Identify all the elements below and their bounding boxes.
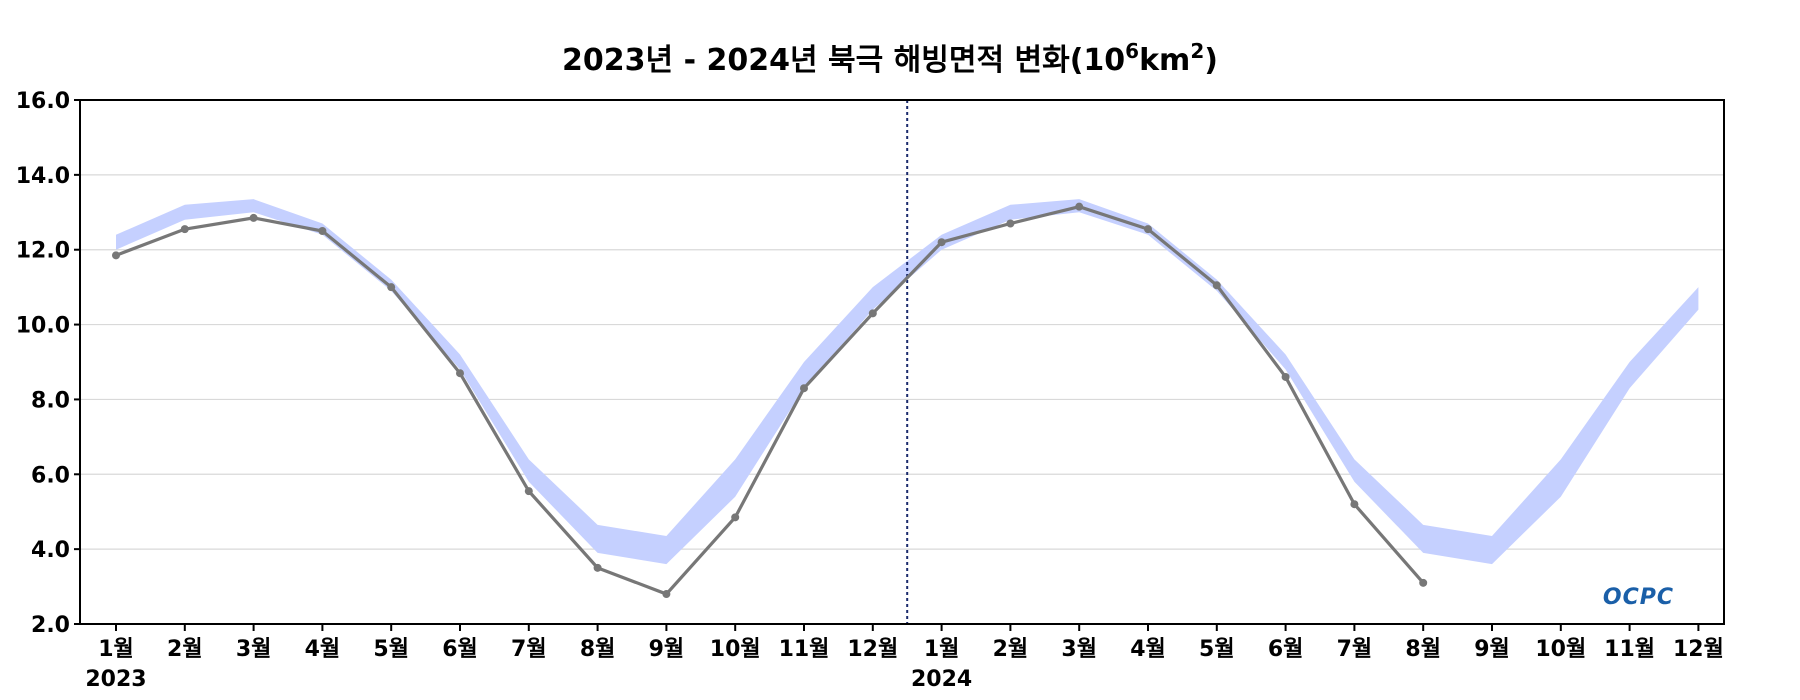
y-tick-label: 2.0 [31, 613, 70, 638]
data-point [593, 563, 602, 572]
x-tick-label: 8월 [1405, 637, 1441, 662]
chart-title: 2023년 - 2024년 북극 해빙면적 변화(106km2) [562, 39, 1218, 78]
y-tick-label: 8.0 [31, 388, 70, 413]
x-tick-label: 9월 [649, 637, 685, 662]
data-point [1350, 500, 1359, 509]
x-tick-label: 9월 [1474, 637, 1510, 662]
data-point [387, 283, 396, 292]
data-point [1006, 219, 1015, 228]
x-tick-label: 10월 [710, 637, 761, 662]
x-tick-label: 4월 [1130, 637, 1166, 662]
y-tick-label: 12.0 [16, 239, 70, 264]
title-mid: km [1139, 43, 1190, 78]
x-tick-label: 3월 [1061, 637, 1097, 662]
year-label: 2023 [85, 667, 146, 692]
data-point [180, 225, 189, 234]
title-end: ) [1204, 43, 1218, 78]
data-point [1075, 202, 1084, 211]
data-point [1212, 281, 1221, 290]
data-point [868, 309, 877, 318]
title-sup-2: 2 [1190, 39, 1204, 63]
data-point [249, 213, 258, 222]
extent-line-layer [112, 202, 1428, 599]
data-point [1144, 225, 1152, 234]
x-tick-label: 8월 [580, 637, 616, 662]
x-tick-label: 1월 [98, 637, 134, 662]
data-point [662, 590, 671, 599]
x-tick-label: 12월 [1673, 637, 1724, 662]
y-axis-ticks: 2.0 4.0 6.0 8.0 10.0 12.0 14.0 16.0 [16, 89, 80, 638]
y-tick-label: 16.0 [16, 89, 70, 114]
x-tick-label: 1월 [924, 637, 960, 662]
x-tick-label: 6월 [1268, 637, 1304, 662]
normal-range-band-layer [116, 199, 1699, 565]
data-point [1281, 372, 1290, 381]
data-point [731, 513, 740, 522]
ocpc-logo: OCPC [1603, 585, 1674, 610]
title-main: 2023년 - 2024년 북극 해빙면적 변화(10 [562, 43, 1125, 78]
x-tick-label: 7월 [511, 637, 547, 662]
data-point [112, 251, 120, 260]
year-label: 2024 [911, 667, 972, 692]
x-tick-label: 6월 [442, 637, 478, 662]
y-tick-label: 6.0 [31, 463, 70, 488]
x-tick-label: 7월 [1337, 637, 1373, 662]
x-tick-label: 10월 [1535, 637, 1586, 662]
x-tick-label: 5월 [373, 637, 409, 662]
data-point [524, 487, 533, 496]
x-tick-label: 11월 [779, 637, 830, 662]
x-tick-label: 3월 [236, 637, 272, 662]
svg-text:OCPC: OCPC [1603, 585, 1674, 610]
data-point [800, 384, 808, 393]
x-tick-label: 11월 [1604, 637, 1655, 662]
x-tick-label: 5월 [1199, 637, 1235, 662]
normal-range-band [116, 199, 1699, 565]
plot-frame [79, 99, 1725, 625]
x-tick-label: 2월 [993, 637, 1029, 662]
data-point [1419, 578, 1428, 587]
data-point [456, 369, 464, 378]
x-tick-label: 4월 [305, 637, 341, 662]
y-tick-label: 4.0 [31, 538, 70, 563]
y-tick-label: 14.0 [16, 164, 70, 189]
x-tick-label: 2월 [167, 637, 203, 662]
x-tick-label: 12월 [847, 637, 898, 662]
data-point [937, 238, 946, 247]
data-point [318, 227, 327, 235]
y-tick-label: 10.0 [16, 314, 70, 339]
title-sup-1: 6 [1125, 39, 1139, 63]
extent-line [115, 205, 1425, 596]
x-axis-ticks: 1월 2월 3월 4월 5월 6월 7월 8월 9월 10월 11월 12월 1월 2월 3월 4월 5월 6월 7… [85, 624, 1724, 692]
